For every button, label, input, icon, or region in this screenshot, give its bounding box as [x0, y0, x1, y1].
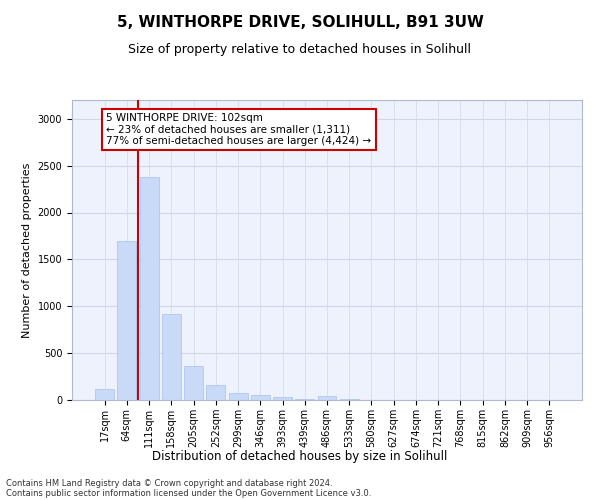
Text: 5 WINTHORPE DRIVE: 102sqm
← 23% of detached houses are smaller (1,311)
77% of se: 5 WINTHORPE DRIVE: 102sqm ← 23% of detac… [106, 113, 371, 146]
Y-axis label: Number of detached properties: Number of detached properties [22, 162, 32, 338]
Bar [206, 386, 225, 400]
Text: Distribution of detached houses by size in Solihull: Distribution of detached houses by size … [152, 450, 448, 463]
Bar [317, 396, 337, 400]
Bar [340, 399, 359, 400]
Bar [184, 366, 203, 400]
Bar [140, 177, 158, 400]
Bar [251, 395, 270, 400]
Bar [95, 389, 114, 400]
Bar [118, 240, 136, 400]
Bar [162, 314, 181, 400]
Text: Contains public sector information licensed under the Open Government Licence v3: Contains public sector information licen… [6, 488, 371, 498]
Bar [229, 392, 248, 400]
Bar [273, 396, 292, 400]
Text: 5, WINTHORPE DRIVE, SOLIHULL, B91 3UW: 5, WINTHORPE DRIVE, SOLIHULL, B91 3UW [116, 15, 484, 30]
Bar [295, 399, 314, 400]
Text: Contains HM Land Registry data © Crown copyright and database right 2024.: Contains HM Land Registry data © Crown c… [6, 478, 332, 488]
Text: Size of property relative to detached houses in Solihull: Size of property relative to detached ho… [128, 42, 472, 56]
